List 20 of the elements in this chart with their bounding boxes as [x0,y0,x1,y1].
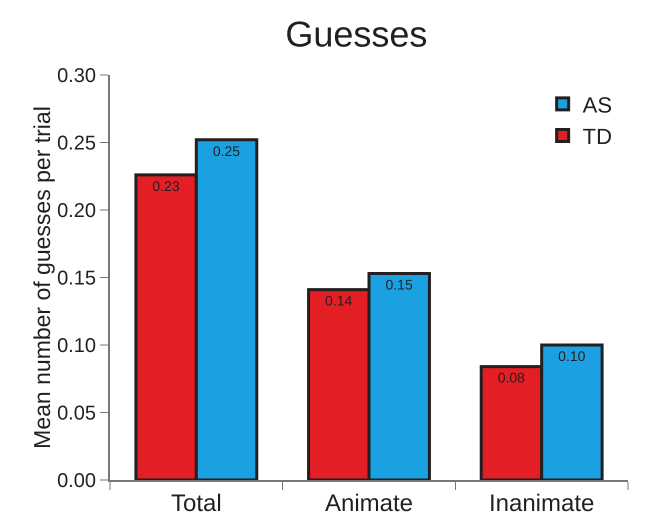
y-tick-label: 0.15 [57,268,96,290]
legend-label: AS [582,92,612,118]
data-label: 0.14 [325,292,353,309]
data-label: 0.15 [385,276,413,292]
data-label: 0.25 [212,142,240,159]
data-label: 0.23 [152,178,180,194]
data-label: 0.08 [498,370,526,386]
legend-label: TD [582,124,612,150]
y-tick-label: 0.30 [57,65,96,87]
y-axis-title: Mean number of guesses per trial [29,106,56,449]
chart-title: Guesses [285,13,428,54]
y-tick-label: 0.20 [57,200,96,222]
x-tick-label: Total [170,490,222,517]
data-label: 0.10 [558,348,586,364]
y-tick-label: 0.05 [57,402,96,424]
x-tick-label: Animate [324,490,414,517]
y-tick-label: 0.25 [57,132,96,154]
y-tick-label: 0.10 [57,335,96,357]
x-tick-label: Inanimate [488,490,594,517]
y-tick-label: 0.00 [57,470,96,492]
